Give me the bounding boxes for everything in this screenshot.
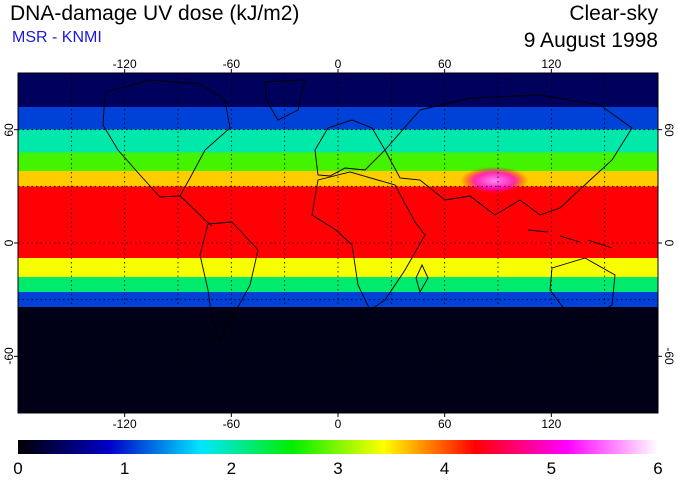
lat-tick-label: 0 [662, 239, 676, 247]
lon-tick-label: -120 [112, 417, 137, 431]
lon-tick-label: 120 [541, 417, 562, 431]
lat-tick-label: -60 [662, 347, 676, 365]
lon-tick-label: -60 [222, 417, 240, 431]
lon-tick-label: 0 [334, 417, 342, 431]
lat-tick-label: 0 [2, 239, 16, 247]
colorbar-label: 1 [119, 459, 130, 478]
map-subtitle: MSR - KNMI [12, 29, 102, 46]
coastlines [102, 79, 633, 342]
colorbar-label: 2 [226, 459, 237, 478]
colorbar-label: 4 [439, 459, 450, 478]
colorbar-label: 6 [653, 459, 663, 478]
lat-tick-label: -60 [2, 347, 16, 365]
map-title: DNA-damage UV dose (kJ/m2) [10, 2, 300, 25]
colorbar-label: 5 [546, 459, 557, 478]
lon-tick-label: 0 [334, 57, 342, 71]
colorbar-label: 3 [333, 459, 343, 478]
graticule [18, 73, 658, 413]
sky-condition: Clear-sky [569, 2, 658, 25]
lon-tick-label: -120 [112, 57, 137, 71]
lon-tick-label: 60 [437, 417, 452, 431]
uv-hotspot [460, 166, 529, 195]
lat-tick-label: 60 [2, 122, 16, 137]
colorbar [18, 440, 658, 454]
colorbar-label: 0 [13, 459, 23, 478]
map-date: 9 August 1998 [523, 29, 658, 52]
lon-tick-label: 60 [437, 57, 452, 71]
lon-tick-label: 120 [541, 57, 562, 71]
map-tick-marks [14, 69, 662, 417]
lat-tick-label: 60 [662, 122, 676, 137]
lon-tick-label: -60 [222, 57, 240, 71]
